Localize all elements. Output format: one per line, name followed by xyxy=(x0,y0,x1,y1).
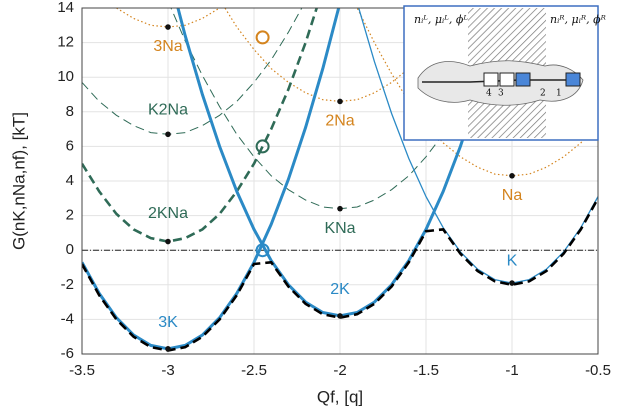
minimum-dot xyxy=(509,173,515,179)
site-box xyxy=(499,72,515,87)
y-tick-label: -4 xyxy=(61,310,74,327)
crossing-marker xyxy=(255,139,270,154)
y-tick-label: 4 xyxy=(66,172,74,189)
curve-label: 3Na xyxy=(153,38,182,55)
curve-label: K xyxy=(507,252,518,269)
site-box xyxy=(515,72,531,87)
y-tick-label: 6 xyxy=(66,137,74,154)
plot-frame xyxy=(81,7,599,355)
y-tick-label: 12 xyxy=(57,34,74,51)
curve xyxy=(224,8,456,103)
inset: nᵢᴸ, μᵢᴸ, ϕᴸ nᵢᴿ, μᵢᴿ, ϕᴿ 4 3 2 1 xyxy=(403,5,606,141)
x-tick-label: -0.5 xyxy=(585,362,611,379)
site-label: 3 xyxy=(498,89,504,99)
site-label: 1 xyxy=(556,89,562,99)
curve-label: KNa xyxy=(324,220,355,237)
minimum-dot xyxy=(509,280,515,286)
site-label: 2 xyxy=(540,89,546,99)
curve-label: 2KNa xyxy=(148,205,188,222)
inset-left-label: nᵢᴸ, μᵢᴸ, ϕᴸ xyxy=(414,13,468,26)
x-tick-label: -2.5 xyxy=(241,362,267,379)
x-axis-label: Qf, [q] xyxy=(317,387,363,406)
x-tick-label: -1 xyxy=(505,362,518,379)
y-tick-label: 14 xyxy=(57,0,74,16)
curve-label: K2Na xyxy=(148,102,188,119)
x-tick-label: -3.5 xyxy=(69,362,95,379)
site-box xyxy=(565,72,581,87)
minimum-dot xyxy=(165,346,171,352)
y-tick-label: 2 xyxy=(66,207,74,224)
y-tick-label: 8 xyxy=(66,103,74,120)
x-tick-label: -1.5 xyxy=(413,362,439,379)
minimum-dot xyxy=(337,205,343,212)
y-tick-label: 10 xyxy=(57,68,74,85)
site-label: 4 xyxy=(486,89,492,99)
y-tick-label: -2 xyxy=(61,276,74,293)
crossing-marker xyxy=(255,30,270,45)
minimum-dot xyxy=(337,313,343,319)
x-tick-label: -2 xyxy=(333,362,346,379)
minimum-dot xyxy=(165,24,171,30)
y-tick-label: 0 xyxy=(66,241,74,258)
inset-right-label: nᵢᴿ, μᵢᴿ, ϕᴿ xyxy=(550,13,606,26)
minimum-dot xyxy=(165,131,171,138)
curve xyxy=(82,8,303,135)
curve-label: 2K xyxy=(330,281,350,298)
crossing-marker xyxy=(255,243,270,258)
y-axis-label: G(nK,nNa,nf), [kT] xyxy=(9,112,28,250)
minimum-dot xyxy=(165,238,171,245)
curve xyxy=(356,8,598,177)
curve-label: Na xyxy=(502,187,523,204)
curve-label: 3K xyxy=(158,314,178,331)
y-tick-label: -6 xyxy=(61,345,74,362)
curve xyxy=(82,8,319,243)
minimum-dot xyxy=(337,98,343,105)
curve-label: 2Na xyxy=(325,113,354,130)
site-box xyxy=(483,72,499,87)
x-tick-label: -3 xyxy=(161,362,174,379)
